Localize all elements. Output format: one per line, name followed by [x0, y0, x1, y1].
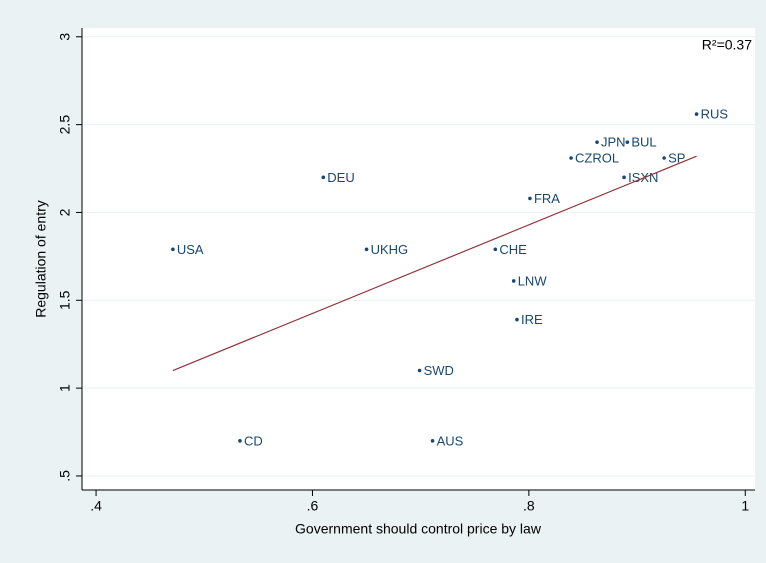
point — [515, 317, 519, 322]
point — [595, 140, 599, 144]
x-tick-label: .4 — [90, 498, 102, 514]
point-label: CD — [244, 433, 263, 448]
y-tick-label: 2.5 — [57, 115, 73, 135]
point — [364, 247, 369, 252]
y-tick-label: .5 — [57, 470, 73, 482]
x-tick-label: .8 — [523, 498, 535, 514]
plot-area — [82, 28, 755, 490]
point — [430, 439, 435, 443]
point-label: FRA — [534, 191, 560, 206]
point-label: SWD — [424, 363, 454, 378]
point-label: DEU — [327, 170, 354, 185]
point-label: RUS — [701, 107, 729, 122]
point-label: UKHG — [371, 242, 409, 257]
point — [493, 247, 498, 252]
y-tick-label: 1.5 — [57, 290, 73, 310]
point — [694, 112, 699, 116]
point-label: JPN — [601, 135, 626, 150]
point-label: LNW — [518, 273, 548, 288]
point-label: SP — [668, 150, 685, 165]
y-axis-title: Regulation of entry — [33, 200, 49, 318]
point-label: BUL — [631, 135, 656, 150]
point-label: USA — [177, 242, 204, 257]
point — [622, 175, 626, 180]
point — [569, 156, 573, 160]
point — [625, 140, 630, 144]
point — [511, 279, 516, 283]
x-tick-label: .6 — [307, 498, 319, 514]
x-axis-title: Government should control price by law — [295, 521, 542, 537]
fit-line — [172, 155, 697, 372]
y-tick-label: 3 — [57, 33, 73, 41]
y-tick-label: 1 — [57, 384, 73, 392]
point — [417, 368, 422, 373]
point-label: IRE — [521, 312, 543, 327]
point — [238, 439, 242, 443]
point — [171, 247, 175, 252]
point-label: CHE — [499, 242, 527, 257]
x-tick-label: 1 — [741, 498, 749, 514]
point-label: AUS — [437, 433, 464, 448]
point — [321, 175, 326, 180]
point — [528, 196, 532, 201]
annotation: R²=0.37 — [702, 37, 752, 53]
point-label: CZROL — [575, 150, 619, 165]
point — [662, 156, 666, 160]
y-tick-label: 2 — [57, 208, 73, 216]
